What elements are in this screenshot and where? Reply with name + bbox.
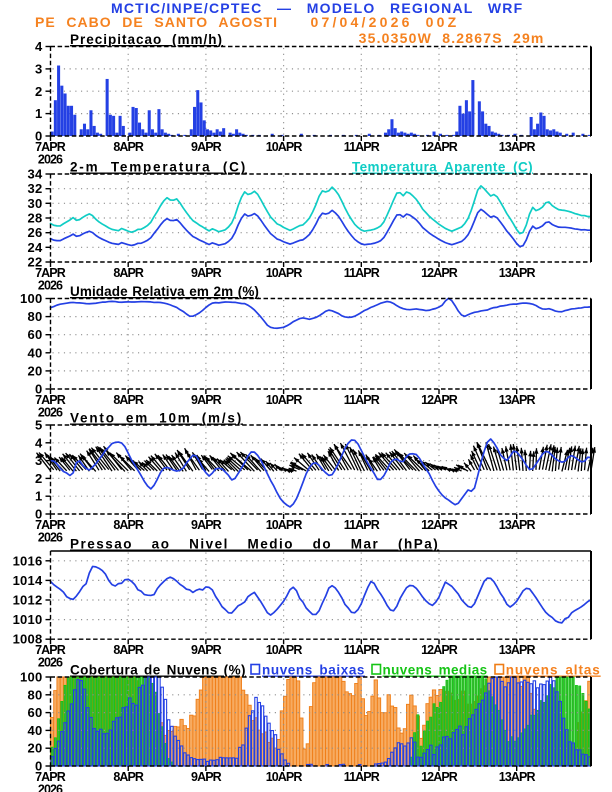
svg-text:60: 60 xyxy=(28,705,43,720)
svg-text:13APR: 13APR xyxy=(499,266,536,280)
svg-text:1: 1 xyxy=(35,489,42,504)
svg-text:80: 80 xyxy=(28,309,43,324)
svg-text:Precipitacao (mm/h): Precipitacao (mm/h) xyxy=(70,32,223,47)
svg-text:12APR: 12APR xyxy=(421,643,458,657)
svg-text:1014: 1014 xyxy=(13,573,43,588)
svg-text:2026: 2026 xyxy=(38,406,63,420)
svg-text:1: 1 xyxy=(35,106,42,121)
svg-text:1008: 1008 xyxy=(13,632,43,647)
svg-text:8APR: 8APR xyxy=(113,518,144,532)
svg-text:Vento em 10m (m/s): Vento em 10m (m/s) xyxy=(70,411,243,426)
svg-text:10APR: 10APR xyxy=(266,518,303,532)
svg-text:13APR: 13APR xyxy=(499,518,536,532)
svg-text:13APR: 13APR xyxy=(499,393,536,407)
svg-text:7APR: 7APR xyxy=(35,518,66,532)
svg-text:2026: 2026 xyxy=(38,656,63,670)
svg-text:0: 0 xyxy=(35,382,42,397)
svg-text:7APR: 7APR xyxy=(35,266,66,280)
svg-text:2026: 2026 xyxy=(38,279,63,293)
svg-text:11APR: 11APR xyxy=(344,140,380,154)
svg-text:12APR: 12APR xyxy=(421,140,458,154)
svg-text:9APR: 9APR xyxy=(191,643,222,657)
svg-text:100: 100 xyxy=(20,670,42,685)
svg-text:7APR: 7APR xyxy=(35,393,66,407)
svg-text:2026: 2026 xyxy=(38,153,63,167)
svg-text:2026: 2026 xyxy=(38,531,63,545)
svg-text:24: 24 xyxy=(28,240,43,255)
svg-text:11APR: 11APR xyxy=(344,518,380,532)
svg-text:1010: 1010 xyxy=(13,612,43,627)
svg-text:35.0350W 8.2867S 29m: 35.0350W 8.2867S 29m xyxy=(359,30,545,46)
svg-text:8APR: 8APR xyxy=(113,643,144,657)
svg-text:10APR: 10APR xyxy=(266,770,303,784)
svg-text:1016: 1016 xyxy=(13,553,43,568)
svg-text:8APR: 8APR xyxy=(113,140,144,154)
svg-text:Cobertura de Nuvens (%): Cobertura de Nuvens (%) xyxy=(70,663,246,678)
svg-text:9APR: 9APR xyxy=(191,518,222,532)
svg-text:13APR: 13APR xyxy=(499,770,536,784)
svg-text:nuvens altas: nuvens altas xyxy=(506,663,601,678)
svg-text:0: 0 xyxy=(35,507,42,522)
svg-text:9APR: 9APR xyxy=(191,393,222,407)
svg-text:0: 0 xyxy=(35,759,42,774)
svg-text:100: 100 xyxy=(20,291,42,306)
svg-text:7APR: 7APR xyxy=(35,643,66,657)
svg-text:60: 60 xyxy=(28,327,43,342)
svg-text:11APR: 11APR xyxy=(344,643,380,657)
svg-text:PE CABO DE SANTO AGOSTI: PE CABO DE SANTO AGOSTI xyxy=(35,14,278,30)
svg-text:10APR: 10APR xyxy=(266,266,303,280)
svg-text:4: 4 xyxy=(35,435,43,450)
svg-text:32: 32 xyxy=(28,181,43,196)
svg-text:11APR: 11APR xyxy=(344,266,380,280)
svg-text:28: 28 xyxy=(28,211,43,226)
svg-text:11APR: 11APR xyxy=(344,393,380,407)
svg-text:40: 40 xyxy=(28,345,43,360)
svg-text:2: 2 xyxy=(35,471,42,486)
svg-text:8APR: 8APR xyxy=(113,266,144,280)
svg-text:0: 0 xyxy=(35,129,42,144)
svg-text:Temperatura Aparente (C): Temperatura Aparente (C) xyxy=(352,160,533,175)
svg-text:07/04/2026 00Z: 07/04/2026 00Z xyxy=(311,14,460,30)
svg-text:2-m Temperatura (C): 2-m Temperatura (C) xyxy=(70,160,247,175)
svg-text:10APR: 10APR xyxy=(266,643,303,657)
svg-text:3: 3 xyxy=(35,453,42,468)
svg-text:5: 5 xyxy=(35,418,42,433)
svg-text:12APR: 12APR xyxy=(421,770,458,784)
svg-text:20: 20 xyxy=(28,741,43,756)
svg-text:11APR: 11APR xyxy=(344,770,380,784)
svg-text:nuvens baixas: nuvens baixas xyxy=(262,663,365,678)
svg-text:26: 26 xyxy=(28,225,43,240)
svg-text:7APR: 7APR xyxy=(35,140,66,154)
svg-text:40: 40 xyxy=(28,723,43,738)
svg-text:12APR: 12APR xyxy=(421,393,458,407)
svg-text:9APR: 9APR xyxy=(191,770,222,784)
svg-text:Umidade Relativa em 2m (%): Umidade Relativa em 2m (%) xyxy=(70,284,259,299)
svg-text:34: 34 xyxy=(28,167,43,182)
svg-text:9APR: 9APR xyxy=(191,140,222,154)
svg-text:80: 80 xyxy=(28,687,43,702)
svg-text:13APR: 13APR xyxy=(499,643,536,657)
svg-text:Pressao ao Nivel Medio do Mar: Pressao ao Nivel Medio do Mar (hPa) xyxy=(70,537,439,552)
svg-text:10APR: 10APR xyxy=(266,140,303,154)
svg-text:9APR: 9APR xyxy=(191,266,222,280)
svg-text:2026: 2026 xyxy=(38,783,63,792)
svg-text:4: 4 xyxy=(35,39,43,54)
svg-text:nuvens medias: nuvens medias xyxy=(383,663,488,678)
svg-text:2: 2 xyxy=(35,84,42,99)
svg-text:8APR: 8APR xyxy=(113,393,144,407)
svg-text:12APR: 12APR xyxy=(421,518,458,532)
svg-text:22: 22 xyxy=(28,255,43,270)
svg-text:MCTIC/INPE/CPTEC — MODELO REGI: MCTIC/INPE/CPTEC — MODELO REGIONAL WRF xyxy=(111,0,523,16)
svg-text:8APR: 8APR xyxy=(113,770,144,784)
svg-text:12APR: 12APR xyxy=(421,266,458,280)
svg-text:30: 30 xyxy=(28,196,43,211)
svg-text:10APR: 10APR xyxy=(266,393,303,407)
svg-text:1012: 1012 xyxy=(13,593,43,608)
svg-text:3: 3 xyxy=(35,61,42,76)
svg-text:7APR: 7APR xyxy=(35,770,66,784)
svg-text:13APR: 13APR xyxy=(499,140,536,154)
svg-text:20: 20 xyxy=(28,363,43,378)
